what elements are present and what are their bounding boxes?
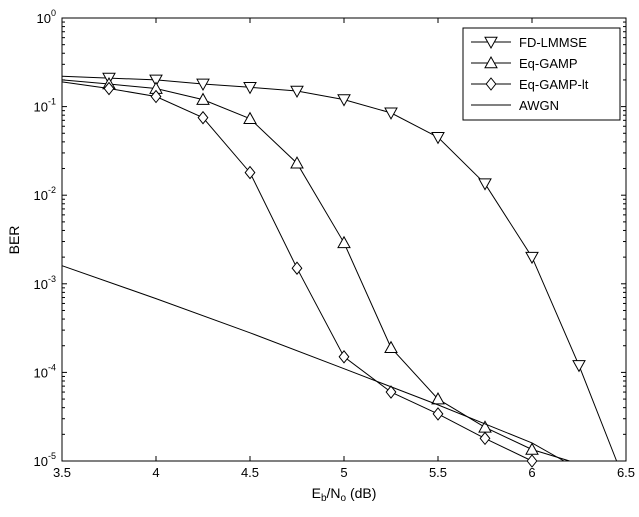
- legend-marker-triangle-up: [484, 55, 498, 69]
- data-point-triangle-up: [431, 392, 445, 405]
- legend-label: Eq-GAMP-lt: [519, 77, 589, 92]
- series-line: [61, 79, 570, 462]
- series-awgn: [61, 265, 565, 462]
- data-point-triangle-down: [525, 251, 539, 265]
- series-fd-lmmse: [61, 72, 618, 462]
- series-eq-gamp-lt: [61, 81, 538, 468]
- x-tick-label: 5: [340, 465, 347, 480]
- data-point-diamond: [432, 407, 444, 421]
- data-point-diamond: [526, 454, 538, 468]
- legend-label: AWGN: [519, 98, 559, 113]
- y-tick-label: 10-4: [34, 362, 56, 380]
- data-point-triangle-down: [337, 94, 351, 107]
- data-point-triangle-down: [243, 82, 257, 95]
- legend-marker-diamond: [485, 77, 497, 91]
- data-point-diamond: [244, 165, 256, 180]
- y-tick-label: 10-1: [34, 97, 56, 115]
- data-point-triangle-down: [431, 132, 445, 145]
- x-tick-label: 6: [528, 465, 535, 480]
- data-point-triangle-up: [243, 111, 257, 125]
- y-tick-label: 10-2: [34, 185, 56, 203]
- data-point-diamond: [338, 349, 350, 364]
- data-point-diamond: [197, 110, 209, 125]
- data-point-triangle-up: [196, 92, 210, 105]
- data-point-diamond: [479, 431, 491, 446]
- legend-entry: Eq-GAMP-lt: [471, 77, 589, 92]
- y-tick-label: 10-5: [34, 451, 56, 469]
- series-layer: [61, 72, 618, 468]
- y-axis-title: BER: [6, 226, 22, 255]
- legend-marker-triangle-down: [484, 36, 498, 50]
- legend-entry: Eq-GAMP: [471, 55, 578, 71]
- data-point-diamond: [385, 385, 397, 399]
- y-tick-label: 10-3: [34, 274, 56, 292]
- series-line: [61, 265, 565, 462]
- data-point-triangle-down: [196, 78, 210, 92]
- data-point-diamond: [150, 89, 162, 104]
- legend-entry: FD-LMMSE: [471, 35, 587, 50]
- x-tick-label: 5.5: [429, 465, 447, 480]
- data-point-triangle-down: [572, 360, 586, 373]
- data-point-diamond: [103, 81, 115, 96]
- data-point-triangle-down: [384, 107, 398, 120]
- y-tick-label: 100: [37, 8, 56, 26]
- legend-entry: AWGN: [471, 98, 559, 113]
- x-tick-label: 3.5: [53, 465, 71, 480]
- x-tick-label: 6.5: [617, 465, 635, 480]
- axis-ticks: 3.5 4 4.5 5 5.5 6 6.5 100 10-1 10-2 10-3 10-4 10-5: [34, 8, 636, 480]
- x-tick-label: 4.5: [241, 465, 259, 480]
- data-point-triangle-up: [337, 235, 351, 249]
- legend-label: FD-LMMSE: [519, 35, 587, 50]
- x-axis-title: Eb/No (dB): [312, 485, 377, 504]
- data-point-triangle-up: [384, 340, 398, 354]
- data-point-triangle-up: [290, 156, 304, 169]
- legend: FD-LMMSE Eq-GAMP Eq-GAMP-lt AWGN: [462, 27, 621, 121]
- series-line: [61, 75, 618, 462]
- data-point-triangle-up: [478, 420, 492, 433]
- series-eq-gamp: [61, 76, 570, 462]
- data-point-triangle-down: [478, 178, 492, 191]
- data-point-diamond: [291, 261, 303, 275]
- data-point-triangle-down: [290, 85, 304, 99]
- data-point-triangle-down: [149, 74, 163, 87]
- legend-label: Eq-GAMP: [519, 56, 578, 71]
- x-tick-label: 4: [152, 465, 159, 480]
